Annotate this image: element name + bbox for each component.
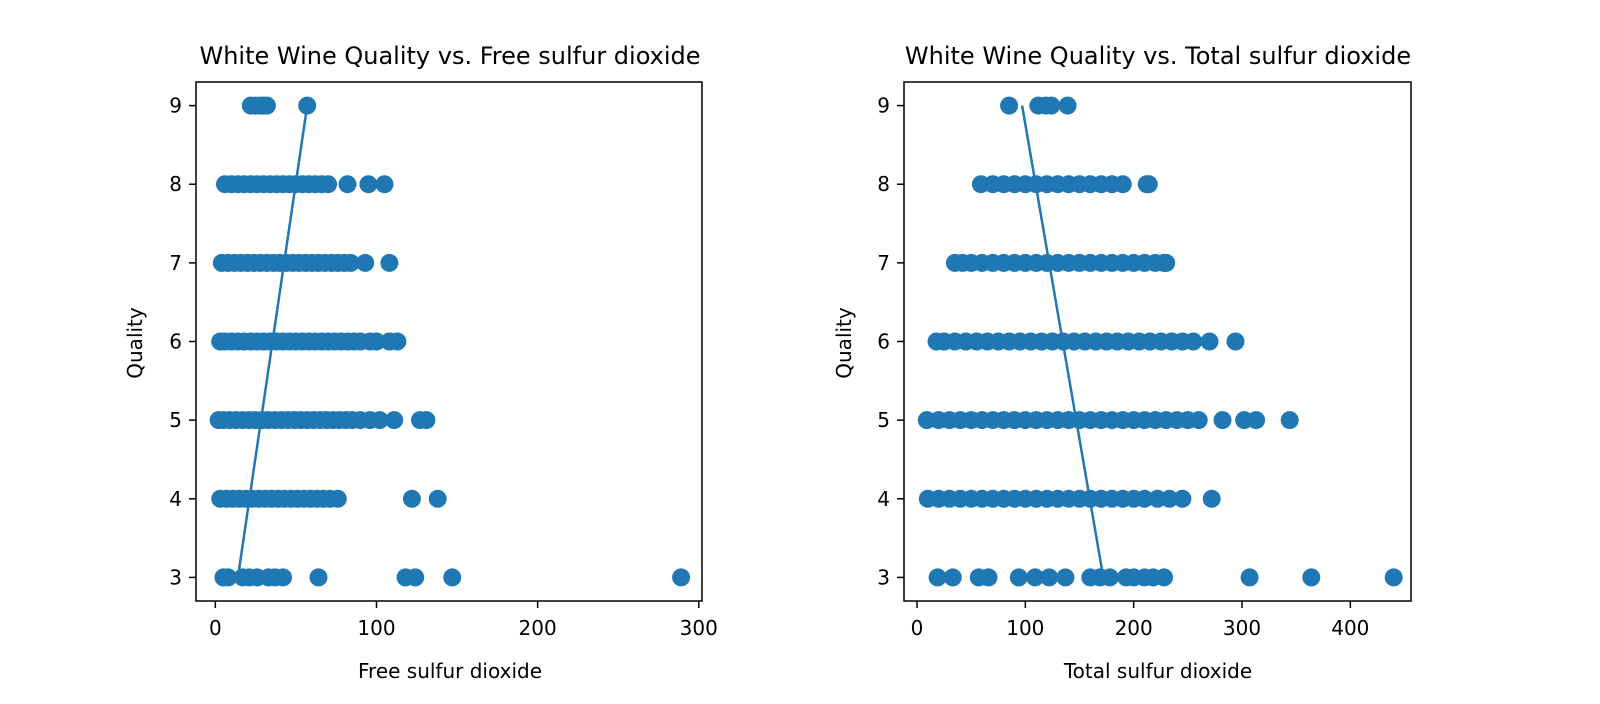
chart-panel-total-sulfur: White Wine Quality vs. Total sulfur diox… (832, 42, 1412, 683)
data-point (1302, 568, 1321, 587)
y-tick-label: 6 (169, 330, 182, 354)
data-point (928, 568, 947, 587)
y-tick-label: 4 (169, 487, 182, 511)
y-tick-label: 4 (877, 487, 890, 511)
data-point (1058, 96, 1077, 115)
data-point (1384, 568, 1403, 587)
trend-line (236, 105, 309, 578)
data-point (1184, 332, 1203, 351)
data-point (1189, 411, 1208, 430)
data-point (219, 568, 238, 587)
data-point (1100, 568, 1119, 587)
data-point (1113, 175, 1132, 194)
data-point (1157, 253, 1176, 272)
chart-title: White Wine Quality vs. Free sulfur dioxi… (199, 42, 700, 70)
data-point (338, 175, 357, 194)
y-tick-label: 8 (877, 172, 890, 196)
x-axis-label: Total sulfur dioxide (1063, 659, 1252, 683)
x-tick-label: 0 (911, 616, 924, 640)
data-point (1160, 489, 1179, 508)
data-point (359, 175, 378, 194)
x-tick-label: 100 (357, 616, 395, 640)
data-point (672, 568, 691, 587)
data-point (341, 253, 360, 272)
y-tick-label: 6 (877, 330, 890, 354)
y-tick-label: 9 (169, 94, 182, 118)
x-tick-label: 100 (1006, 616, 1044, 640)
data-point (309, 568, 328, 587)
data-point (257, 96, 276, 115)
data-point (402, 489, 421, 508)
scatter-points (209, 96, 691, 587)
data-point (1135, 489, 1154, 508)
x-tick-label: 0 (209, 616, 222, 640)
data-point (328, 489, 347, 508)
x-tick-label: 200 (519, 616, 557, 640)
data-point (385, 411, 404, 430)
data-point (417, 411, 436, 430)
data-point (1202, 489, 1221, 508)
data-point (428, 489, 447, 508)
data-point (319, 175, 338, 194)
data-point (1280, 411, 1299, 430)
y-axis-label: Quality (123, 307, 147, 379)
x-tick-label: 300 (680, 616, 718, 640)
trend-line (1020, 105, 1105, 578)
data-point (375, 175, 394, 194)
data-point (1026, 568, 1045, 587)
chart-title: White Wine Quality vs. Total sulfur diox… (905, 42, 1411, 70)
data-point (1042, 96, 1061, 115)
data-point (370, 411, 389, 430)
data-point (1040, 568, 1059, 587)
data-point (1155, 568, 1173, 587)
data-point (1139, 175, 1158, 194)
data-point (367, 332, 386, 351)
x-tick-label: 400 (1331, 616, 1369, 640)
data-point (1247, 411, 1266, 430)
x-tick-label: 300 (1223, 616, 1261, 640)
scatter-points (917, 96, 1403, 587)
data-point (1200, 332, 1219, 351)
y-axis-label: Quality (832, 307, 856, 379)
chart-panel-free-sulfur: White Wine Quality vs. Free sulfur dioxi… (123, 42, 718, 683)
y-tick-label: 8 (169, 172, 182, 196)
data-point (1226, 332, 1245, 351)
data-point (1173, 489, 1192, 508)
data-point (1000, 96, 1019, 115)
y-tick-label: 5 (877, 408, 890, 432)
y-tick-label: 3 (877, 565, 890, 589)
x-tick-label: 200 (1115, 616, 1153, 640)
data-point (1009, 568, 1028, 587)
data-point (1213, 411, 1232, 430)
data-point (388, 332, 407, 351)
y-tick-label: 3 (169, 565, 182, 589)
data-point (979, 568, 998, 587)
data-point (443, 568, 462, 587)
data-point (1240, 568, 1259, 587)
y-tick-label: 9 (877, 94, 890, 118)
data-point (406, 568, 425, 587)
y-tick-label: 7 (169, 251, 182, 275)
x-axis-label: Free sulfur dioxide (358, 659, 542, 683)
data-point (274, 568, 292, 587)
data-point (943, 568, 962, 587)
data-point (1056, 568, 1075, 587)
data-point (356, 253, 375, 272)
y-tick-label: 5 (169, 408, 182, 432)
y-tick-label: 7 (877, 251, 890, 275)
data-point (380, 253, 399, 272)
